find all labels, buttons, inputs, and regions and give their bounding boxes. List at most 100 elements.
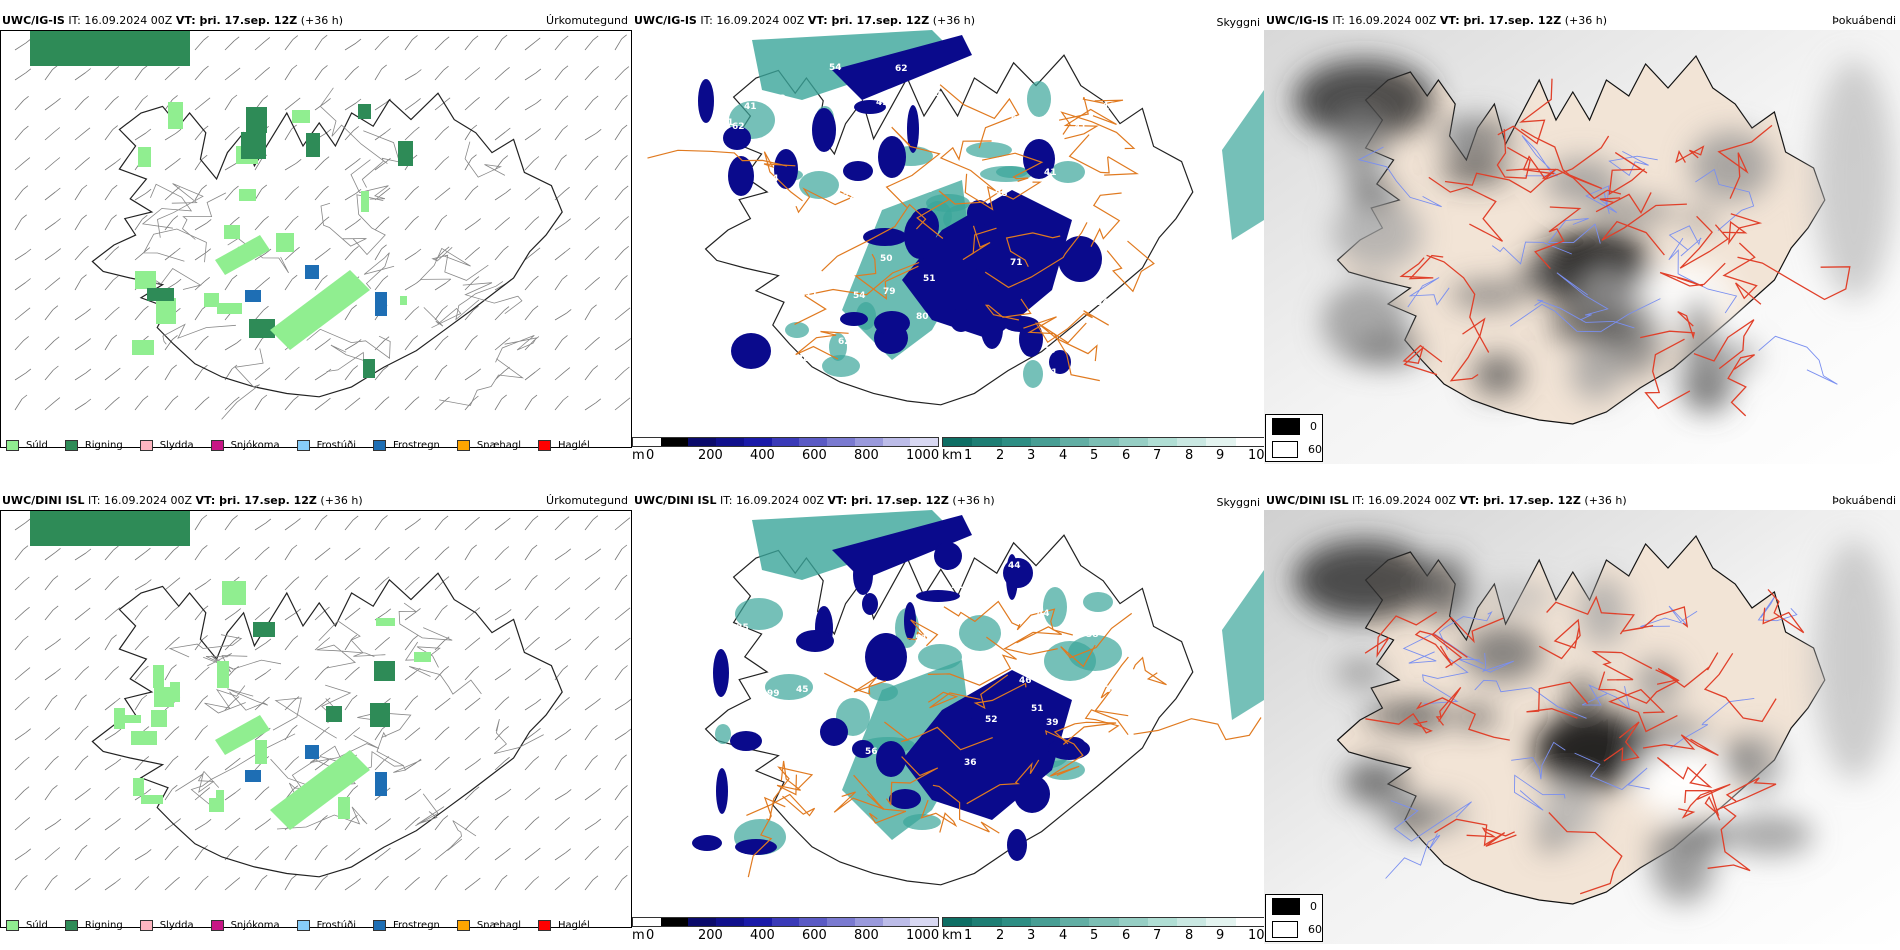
precip-legend-2: Súld Rigning Slydda Snjókoma Frostúði Frostre… [6, 920, 607, 931]
vis-km-tick: 10 [1248, 928, 1265, 943]
vis-km-swatches [942, 917, 1266, 927]
legend-item-súld: Súld [6, 920, 48, 931]
visibility-value: 64 [866, 370, 879, 380]
vis-km-swatches [942, 437, 1266, 447]
visibility-value: 39 [1046, 718, 1059, 728]
panel-title-1c: UWC/IG-IS IT: 16.09.2024 00Z VT: þri. 17… [1266, 14, 1607, 27]
vis-m-unit: m [632, 928, 645, 943]
vis-km-tick: 4 [1059, 928, 1068, 943]
visibility-value: 44 [1037, 609, 1050, 619]
fog-map-1 [1264, 30, 1900, 464]
vis-m-tick: 400 [750, 448, 775, 463]
visibility-value: 47 [922, 185, 935, 195]
visibility-value: 46 [1019, 676, 1032, 686]
vis-km-tick: 4 [1059, 448, 1068, 463]
precip-type-title-2: Úrkomutegund [546, 494, 628, 507]
visibility-value: 49 [1060, 565, 1073, 575]
vis-km-colorbar-1: km 1 2 3 4 5 6 7 8 9 10 [942, 437, 1266, 463]
precip-legend-1: Súld Rigning Slydda Snjókoma Frostúði Frostre… [6, 440, 607, 451]
visibility-value: 104 [790, 267, 809, 277]
vis-km-tick: 10 [1248, 448, 1265, 463]
vis-km-tick: 8 [1185, 448, 1194, 463]
legend-swatch [6, 920, 19, 931]
legend-swatch [456, 920, 470, 931]
visibility-value: 111 [799, 289, 818, 299]
visibility-value: 38 [797, 354, 810, 364]
fog-title: Þokuábendi [1832, 14, 1896, 27]
visibility-value: 45 [876, 98, 889, 108]
visibility-value: 41 [1074, 123, 1087, 133]
visibility-value: 98 [995, 189, 1008, 199]
visibility-value: 104 [1103, 102, 1122, 112]
panel-title-2b: UWC/DINI ISL IT: 16.09.2024 00Z VT: þri.… [634, 494, 995, 507]
legend-item-frostregn: Frostregn [373, 440, 440, 451]
vis-km-tick: 3 [1027, 928, 1036, 943]
legend-swatch [210, 920, 224, 931]
legend-item-frostúði: Frostúði [296, 920, 356, 931]
visibility-value: 77 [836, 97, 849, 107]
legend-swatch [456, 440, 470, 451]
vis-km-tick: 7 [1153, 448, 1162, 463]
visibility-value: 59 [786, 355, 799, 365]
visibility-value: 44 [1008, 561, 1021, 571]
legend-item-rigning: Rigning [64, 440, 123, 451]
vis-m-swatches [632, 917, 939, 927]
legend-swatch [139, 920, 153, 931]
legend-swatch [296, 920, 310, 931]
visibility-value: 40 [717, 818, 730, 828]
vis-km-tick: 7 [1153, 928, 1162, 943]
visibility-value: 74 [1092, 768, 1105, 778]
legend-item-súld: Súld [6, 440, 48, 451]
vis-m-tick: 200 [698, 928, 723, 943]
visibility-value: 71 [1010, 258, 1023, 268]
legend-item-snæhagl: Snæhagl [456, 920, 521, 931]
wind-barbs-2 [14, 514, 632, 891]
legend-swatch [538, 920, 552, 931]
visibility-value: 58 [1041, 311, 1054, 321]
visibility-value: 54 [853, 291, 866, 301]
fog-panel-2: UWC/DINI ISL IT: 16.09.2024 00Z VT: þri.… [1264, 492, 1900, 944]
vis-m-tick: 0 [646, 448, 655, 463]
visibility-value: 41 [744, 102, 757, 112]
visibility-value: 91 [951, 581, 964, 591]
visibility-value: 51 [923, 274, 936, 284]
legend-item-haglél: Haglél [538, 920, 590, 931]
legend-swatch [373, 920, 386, 931]
vis-m-tick: 400 [750, 928, 775, 943]
vis-km-tick: 2 [996, 448, 1005, 463]
visibility-value: 52 [985, 715, 998, 725]
vis-km-colorbar-2: km 1 2 3 4 5 6 7 8 9 10 [942, 917, 1266, 943]
visibility-value: 50 [1030, 550, 1043, 560]
visibility-value: 57 [783, 634, 796, 644]
vis-m-tick: 1000 [906, 448, 940, 463]
legend-swatch [296, 440, 310, 451]
visibility-value: 35 [716, 371, 729, 381]
legend-item-snjókoma: Snjókoma [210, 440, 280, 451]
legend-item-slydda: Slydda [139, 440, 194, 451]
visibility-title-2: Skyggni [1216, 496, 1260, 509]
legend-swatch [6, 440, 19, 451]
visibility-value: 99 [1011, 115, 1024, 125]
fog-title-2: Þokuábendi [1832, 494, 1896, 507]
vis-km-tick: 3 [1027, 448, 1036, 463]
visibility-value: 62 [732, 122, 745, 132]
visibility-value: 62 [838, 337, 851, 347]
visibility-value: 34 [1096, 298, 1109, 308]
visibility-panel-2: UWC/DINI ISL IT: 16.09.2024 00Z VT: þri.… [632, 492, 1266, 944]
panel-title-2c: UWC/DINI ISL IT: 16.09.2024 00Z VT: þri.… [1266, 494, 1627, 507]
legend-swatch [538, 440, 552, 451]
legend-item-rigning: Rigning [64, 920, 123, 931]
precip-panel-1: UWC/IG-IS IT: 16.09.2024 00Z VT: þri. 17… [0, 12, 632, 464]
vis-m-swatches [632, 437, 939, 447]
visibility-value: 73 [733, 661, 746, 671]
visibility-value: 73 [1043, 346, 1056, 356]
visibility-value: 72 [843, 192, 856, 202]
vis-km-tick: 9 [1216, 448, 1225, 463]
visibility-value: 99 [767, 689, 780, 699]
row-1: UWC/IG-IS IT: 16.09.2024 00Z VT: þri. 17… [0, 12, 1900, 464]
vis-km-tick: 1 [964, 928, 973, 943]
visibility-value: 41 [721, 118, 734, 128]
visibility-map-1: 49 58 62 65 62 60 98 104 104 111 123 100 62 77 73 57 54 4… [647, 30, 1264, 406]
vis-m-tick: 0 [646, 928, 655, 943]
precip-panel-2: UWC/DINI ISL IT: 16.09.2024 00Z VT: þri.… [0, 492, 632, 944]
